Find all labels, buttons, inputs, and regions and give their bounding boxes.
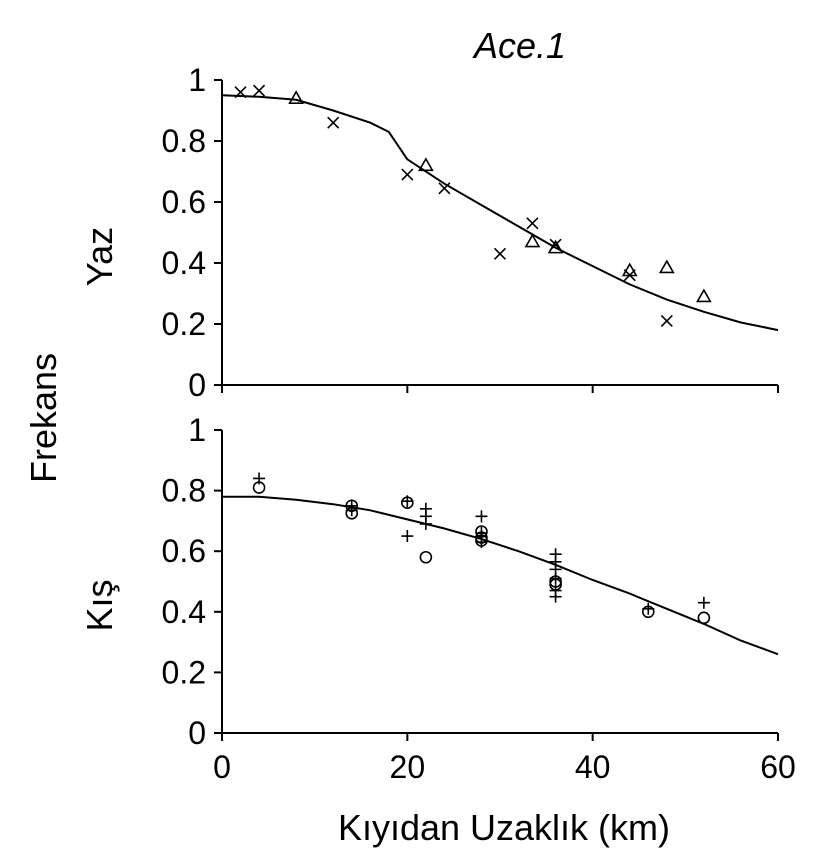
data-point-circle <box>419 550 433 564</box>
data-point-triangle <box>288 90 305 104</box>
data-point-circle <box>641 605 655 619</box>
data-point-triangle <box>621 262 638 277</box>
y-tick-label: 0 <box>188 715 206 751</box>
data-point-cross <box>526 217 539 230</box>
y-tick-label: 0.2 <box>162 654 206 690</box>
y-tick-label: 0.8 <box>162 123 206 159</box>
data-point-cross <box>493 247 507 260</box>
data-point-triangle <box>417 157 434 172</box>
y-tick-label: 1 <box>188 412 206 448</box>
y-tick-label: 0.4 <box>162 245 206 281</box>
data-point-cross <box>327 116 340 129</box>
panel-y-label: Yaz <box>79 227 120 286</box>
x-tick-label: 40 <box>575 749 611 785</box>
data-point-circle <box>252 481 266 494</box>
data-point-plus <box>401 530 414 543</box>
data-point-cross <box>660 314 673 328</box>
x-tick-label: 60 <box>760 749 796 785</box>
y-tick-label: 0.2 <box>162 306 206 342</box>
x-tick-label: 20 <box>390 749 426 785</box>
data-point-cross <box>253 84 266 97</box>
data-point-triangle <box>524 233 541 248</box>
data-point-plus <box>475 510 488 523</box>
fit-curve <box>221 94 779 332</box>
fit-curve <box>222 495 779 656</box>
y-tick-label: 0 <box>188 367 206 403</box>
x-tick-label: 0 <box>213 749 231 785</box>
y-tick-label: 0.4 <box>162 594 206 630</box>
chart-title: Ace.1 <box>472 25 566 66</box>
y-tick-label: 0.6 <box>162 184 206 220</box>
data-point-plus <box>549 590 562 603</box>
data-point-triangle <box>695 288 712 303</box>
data-point-circle <box>475 525 488 538</box>
y-tick-label: 0.8 <box>162 473 206 509</box>
data-point-cross <box>401 168 414 181</box>
shared-y-axis-label: Frekans <box>23 353 64 483</box>
data-point-triangle <box>658 259 675 274</box>
y-tick-label: 0.6 <box>162 533 206 569</box>
panel-1: 0 0.2 0.4 0.6 0.8 1 Yaz <box>79 62 779 403</box>
x-axis-label: Kıyıdan Uzaklık (km) <box>338 807 670 848</box>
panel-y-label: Kış <box>79 579 120 631</box>
data-point-circle <box>549 578 562 591</box>
panels-layer: 0 0.2 0.4 0.6 0.8 1 Yaz 0 0.2 0.4 0.6 0.8 1 0 20 40 60 Kı… <box>79 62 796 785</box>
y-tick-label: 1 <box>188 62 206 98</box>
panel-2: 0 0.2 0.4 0.6 0.8 1 0 20 40 60 Kış <box>79 412 796 785</box>
data-point-plus <box>697 596 710 609</box>
data-point-cross <box>438 182 451 195</box>
data-point-circle <box>401 496 414 510</box>
